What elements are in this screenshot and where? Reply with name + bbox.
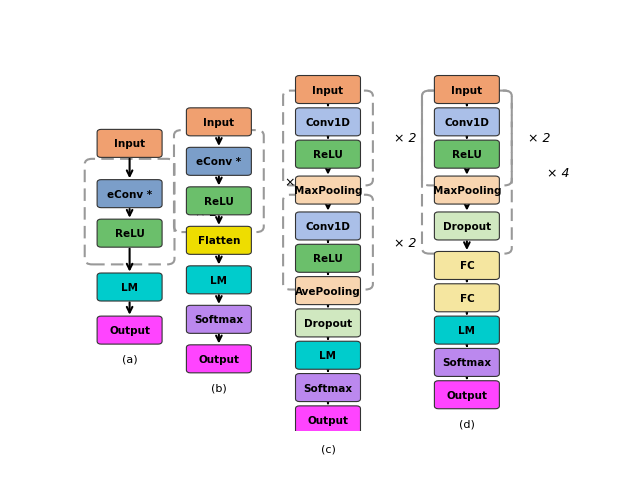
FancyBboxPatch shape (296, 342, 360, 369)
FancyBboxPatch shape (435, 252, 499, 280)
Text: (a): (a) (122, 354, 138, 364)
FancyBboxPatch shape (186, 227, 252, 255)
FancyBboxPatch shape (435, 177, 499, 205)
FancyBboxPatch shape (97, 130, 162, 158)
Text: Input: Input (204, 118, 234, 128)
FancyBboxPatch shape (296, 108, 360, 136)
FancyBboxPatch shape (97, 180, 162, 208)
Text: ReLU: ReLU (115, 228, 145, 239)
Text: Input: Input (114, 139, 145, 149)
Text: Input: Input (451, 85, 483, 95)
FancyBboxPatch shape (97, 220, 162, 248)
Text: Flatten: Flatten (198, 236, 240, 246)
FancyBboxPatch shape (296, 177, 360, 205)
FancyBboxPatch shape (296, 374, 360, 402)
Text: × L: × L (285, 175, 306, 188)
FancyBboxPatch shape (296, 76, 360, 105)
FancyBboxPatch shape (435, 284, 499, 312)
Text: ReLU: ReLU (452, 150, 482, 160)
Text: FC: FC (460, 261, 474, 271)
FancyBboxPatch shape (97, 317, 162, 345)
FancyBboxPatch shape (435, 212, 499, 241)
Text: ReLU: ReLU (313, 150, 343, 160)
Text: (c): (c) (321, 444, 335, 454)
FancyBboxPatch shape (296, 309, 360, 337)
FancyBboxPatch shape (186, 108, 252, 136)
FancyBboxPatch shape (296, 245, 360, 272)
Text: Softmax: Softmax (303, 383, 353, 393)
Text: × 4: × 4 (547, 166, 570, 179)
FancyBboxPatch shape (97, 273, 162, 302)
FancyBboxPatch shape (186, 187, 252, 215)
Text: LM: LM (458, 325, 476, 335)
FancyBboxPatch shape (296, 212, 360, 241)
FancyBboxPatch shape (435, 141, 499, 169)
Text: FC: FC (460, 293, 474, 303)
Text: ReLU: ReLU (204, 197, 234, 206)
FancyBboxPatch shape (435, 317, 499, 345)
Text: MaxPooling: MaxPooling (294, 186, 362, 196)
FancyBboxPatch shape (296, 141, 360, 169)
Text: Output: Output (446, 390, 488, 400)
Text: Softmax: Softmax (195, 315, 243, 325)
Text: × 2: × 2 (394, 236, 416, 249)
Text: × 2: × 2 (527, 132, 550, 145)
Text: Input: Input (312, 85, 344, 95)
Text: (b): (b) (211, 383, 227, 393)
Text: Conv1D: Conv1D (444, 118, 490, 128)
Text: Softmax: Softmax (442, 358, 492, 368)
Text: LM: LM (121, 283, 138, 292)
Text: Conv1D: Conv1D (305, 222, 351, 231)
Text: eConv *: eConv * (196, 157, 241, 167)
FancyBboxPatch shape (435, 348, 499, 377)
Text: ReLU: ReLU (313, 254, 343, 264)
FancyBboxPatch shape (435, 108, 499, 136)
Text: (d): (d) (459, 419, 475, 428)
FancyBboxPatch shape (186, 345, 252, 373)
Text: Output: Output (307, 415, 349, 425)
Text: LM: LM (319, 350, 337, 361)
FancyBboxPatch shape (296, 277, 360, 305)
Text: AvePooling: AvePooling (295, 286, 361, 296)
Text: Dropout: Dropout (443, 222, 491, 231)
Text: × 2: × 2 (394, 132, 416, 145)
FancyBboxPatch shape (186, 148, 252, 176)
Text: Output: Output (198, 354, 239, 364)
FancyBboxPatch shape (296, 406, 360, 434)
FancyBboxPatch shape (435, 381, 499, 409)
FancyBboxPatch shape (186, 306, 252, 333)
FancyBboxPatch shape (435, 76, 499, 105)
Text: eConv *: eConv * (107, 189, 152, 199)
Text: LM: LM (211, 275, 227, 285)
Text: Dropout: Dropout (304, 318, 352, 328)
Text: × L: × L (195, 206, 217, 219)
FancyBboxPatch shape (186, 266, 252, 294)
Text: MaxPooling: MaxPooling (433, 186, 501, 196)
Text: Output: Output (109, 325, 150, 335)
Text: Conv1D: Conv1D (305, 118, 351, 128)
